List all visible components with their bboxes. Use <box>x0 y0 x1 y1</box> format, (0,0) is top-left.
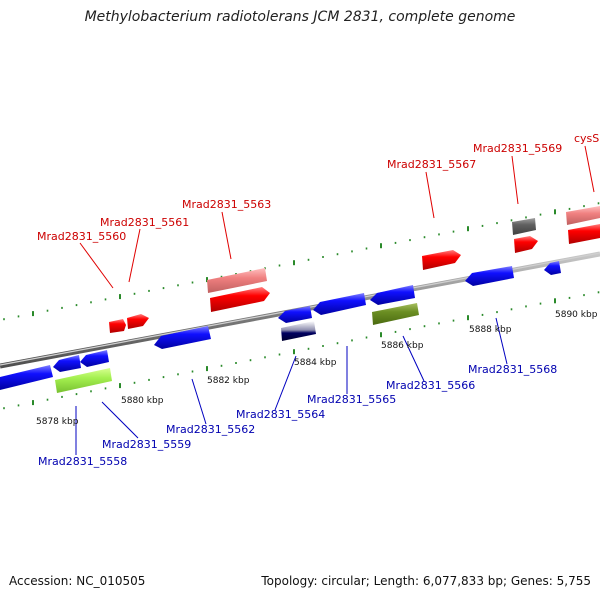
label-mrad2831-5559[interactable]: Mrad2831_5559 <box>102 438 191 451</box>
label-mrad2831-5562[interactable]: Mrad2831_5562 <box>166 423 255 436</box>
gene-mrad2831-5559-a[interactable] <box>53 355 81 372</box>
gene-mrad2831-5567[interactable] <box>422 250 461 270</box>
gene-mrad2831-5568[interactable] <box>465 266 514 286</box>
gene-mrad2831-5559-b[interactable] <box>80 350 109 367</box>
gene-mrad2831-5564[interactable] <box>278 306 312 323</box>
label-mrad2831-5569[interactable]: Mrad2831_5569 <box>473 142 562 155</box>
gene-mrad2831-5563-pseudo[interactable] <box>207 268 267 293</box>
gene-mrad2831-5560[interactable] <box>109 319 126 333</box>
gene-small-reverse[interactable] <box>544 261 561 275</box>
gene-mrad2831-5562[interactable] <box>154 326 211 349</box>
gene-mrad2831-5566-pseudo[interactable] <box>372 303 419 325</box>
gene-mrad2831-5564-pseudo[interactable] <box>281 321 316 341</box>
gene-mrad2831-5565[interactable] <box>313 293 366 315</box>
kbp-label-5880: 5880 kbp <box>121 396 164 406</box>
kbp-label-5886: 5886 kbp <box>381 341 424 351</box>
gene-cyss-pseudo[interactable] <box>566 206 600 225</box>
gene-cyss[interactable] <box>568 224 600 244</box>
gene-mrad2831-5563[interactable] <box>210 287 270 312</box>
kbp-label-5878: 5878 kbp <box>36 417 79 427</box>
label-mrad2831-5564[interactable]: Mrad2831_5564 <box>236 408 325 421</box>
gene-mrad2831-5566[interactable] <box>370 285 415 305</box>
gene-mrad2831-5559-pseudo[interactable] <box>55 368 112 393</box>
gene-mrad2831-5569-pseudo[interactable] <box>512 218 536 235</box>
label-mrad2831-5565[interactable]: Mrad2831_5565 <box>307 393 396 406</box>
kbp-label-5888: 5888 kbp <box>469 325 512 335</box>
label-mrad2831-5558[interactable]: Mrad2831_5558 <box>38 455 127 468</box>
forward-labels: Mrad2831_5560 Mrad2831_5561 Mrad2831_556… <box>37 132 599 243</box>
kbp-label-5882: 5882 kbp <box>207 376 250 386</box>
upper-tick-track <box>3 202 600 321</box>
label-mrad2831-5568[interactable]: Mrad2831_5568 <box>468 363 557 376</box>
gene-mrad2831-5558[interactable] <box>0 365 53 390</box>
genome-summary-text: Topology: circular; Length: 6,077,833 bp… <box>261 574 591 588</box>
kbp-labels: 5878 kbp 5880 kbp 5882 kbp 5884 kbp 5886… <box>36 310 598 427</box>
label-mrad2831-5567[interactable]: Mrad2831_5567 <box>387 158 476 171</box>
accession-text: Accession: NC_010505 <box>9 574 146 588</box>
label-mrad2831-5560[interactable]: Mrad2831_5560 <box>37 230 126 243</box>
kbp-label-5884: 5884 kbp <box>294 358 337 368</box>
gene-mrad2831-5569[interactable] <box>514 236 538 253</box>
kbp-label-5890: 5890 kbp <box>555 310 598 320</box>
label-cyss[interactable]: cysS <box>574 132 599 145</box>
reverse-leader-lines <box>75 317 508 455</box>
label-mrad2831-5563[interactable]: Mrad2831_5563 <box>182 198 271 211</box>
label-mrad2831-5561[interactable]: Mrad2831_5561 <box>100 216 189 229</box>
gene-mrad2831-5561[interactable] <box>127 314 149 329</box>
genome-title: Methylobacterium radiotolerans JCM 2831,… <box>84 9 516 25</box>
reverse-labels: Mrad2831_5558 Mrad2831_5559 Mrad2831_556… <box>38 363 557 468</box>
label-mrad2831-5566[interactable]: Mrad2831_5566 <box>386 379 475 392</box>
lower-tick-track <box>3 291 600 410</box>
forward-genes <box>109 206 600 333</box>
reverse-genes <box>0 261 561 393</box>
forward-leader-lines <box>79 145 595 289</box>
